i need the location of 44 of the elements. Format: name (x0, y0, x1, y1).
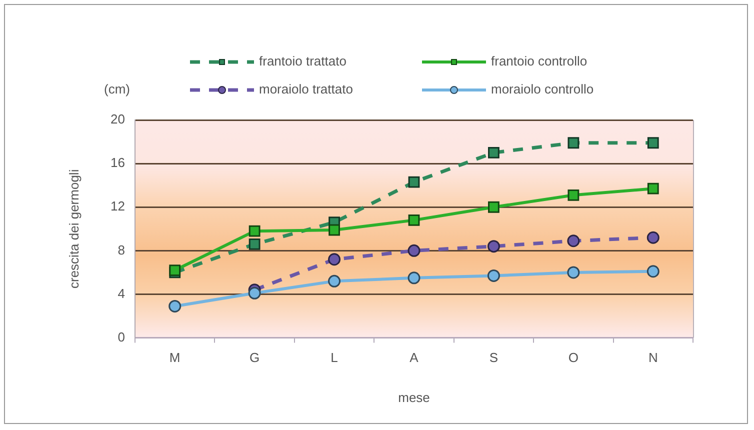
y-axis-title: crescita dei germogli (66, 169, 82, 289)
x-tick-label: O (568, 350, 578, 366)
legend-label: moraiolo trattato (259, 82, 353, 97)
point (248, 286, 261, 300)
y-tick-label: 8 (118, 242, 125, 258)
point (169, 264, 181, 276)
y-tick-label: 16 (110, 155, 125, 170)
legend-label: frantoio trattato (259, 54, 346, 69)
point (248, 225, 260, 237)
x-axis-title: mese (398, 390, 430, 405)
legend-label: moraiolo controllo (491, 82, 594, 97)
point (487, 240, 500, 253)
point (488, 201, 500, 213)
point (328, 253, 341, 266)
point (567, 266, 580, 279)
point (487, 269, 500, 282)
point (647, 182, 659, 194)
point (408, 214, 420, 226)
point (328, 224, 340, 236)
x-tick-label: A (410, 350, 419, 366)
point (568, 137, 580, 149)
point (168, 300, 182, 312)
text: (cm) (104, 82, 130, 97)
y-tick-label: 4 (118, 286, 125, 301)
point (408, 244, 420, 257)
x-tick-label: G (250, 350, 260, 366)
y-tick-label: 12 (110, 198, 125, 214)
x-tick-label: S (489, 350, 498, 366)
y-tick-label: 20 (110, 112, 125, 127)
point (646, 231, 660, 244)
point (568, 189, 580, 201)
point (248, 238, 260, 250)
point (408, 176, 420, 188)
point (488, 146, 500, 158)
point (646, 265, 660, 278)
x-tick-label: N (648, 350, 658, 366)
y-tick-label: 0 (118, 329, 125, 344)
x-tick-label: M (169, 350, 180, 366)
point (408, 272, 420, 284)
point (567, 234, 580, 248)
point (647, 137, 659, 149)
legend-label: frantoio controllo (491, 54, 588, 69)
point (328, 274, 341, 288)
x-tick-label: L (330, 350, 338, 366)
